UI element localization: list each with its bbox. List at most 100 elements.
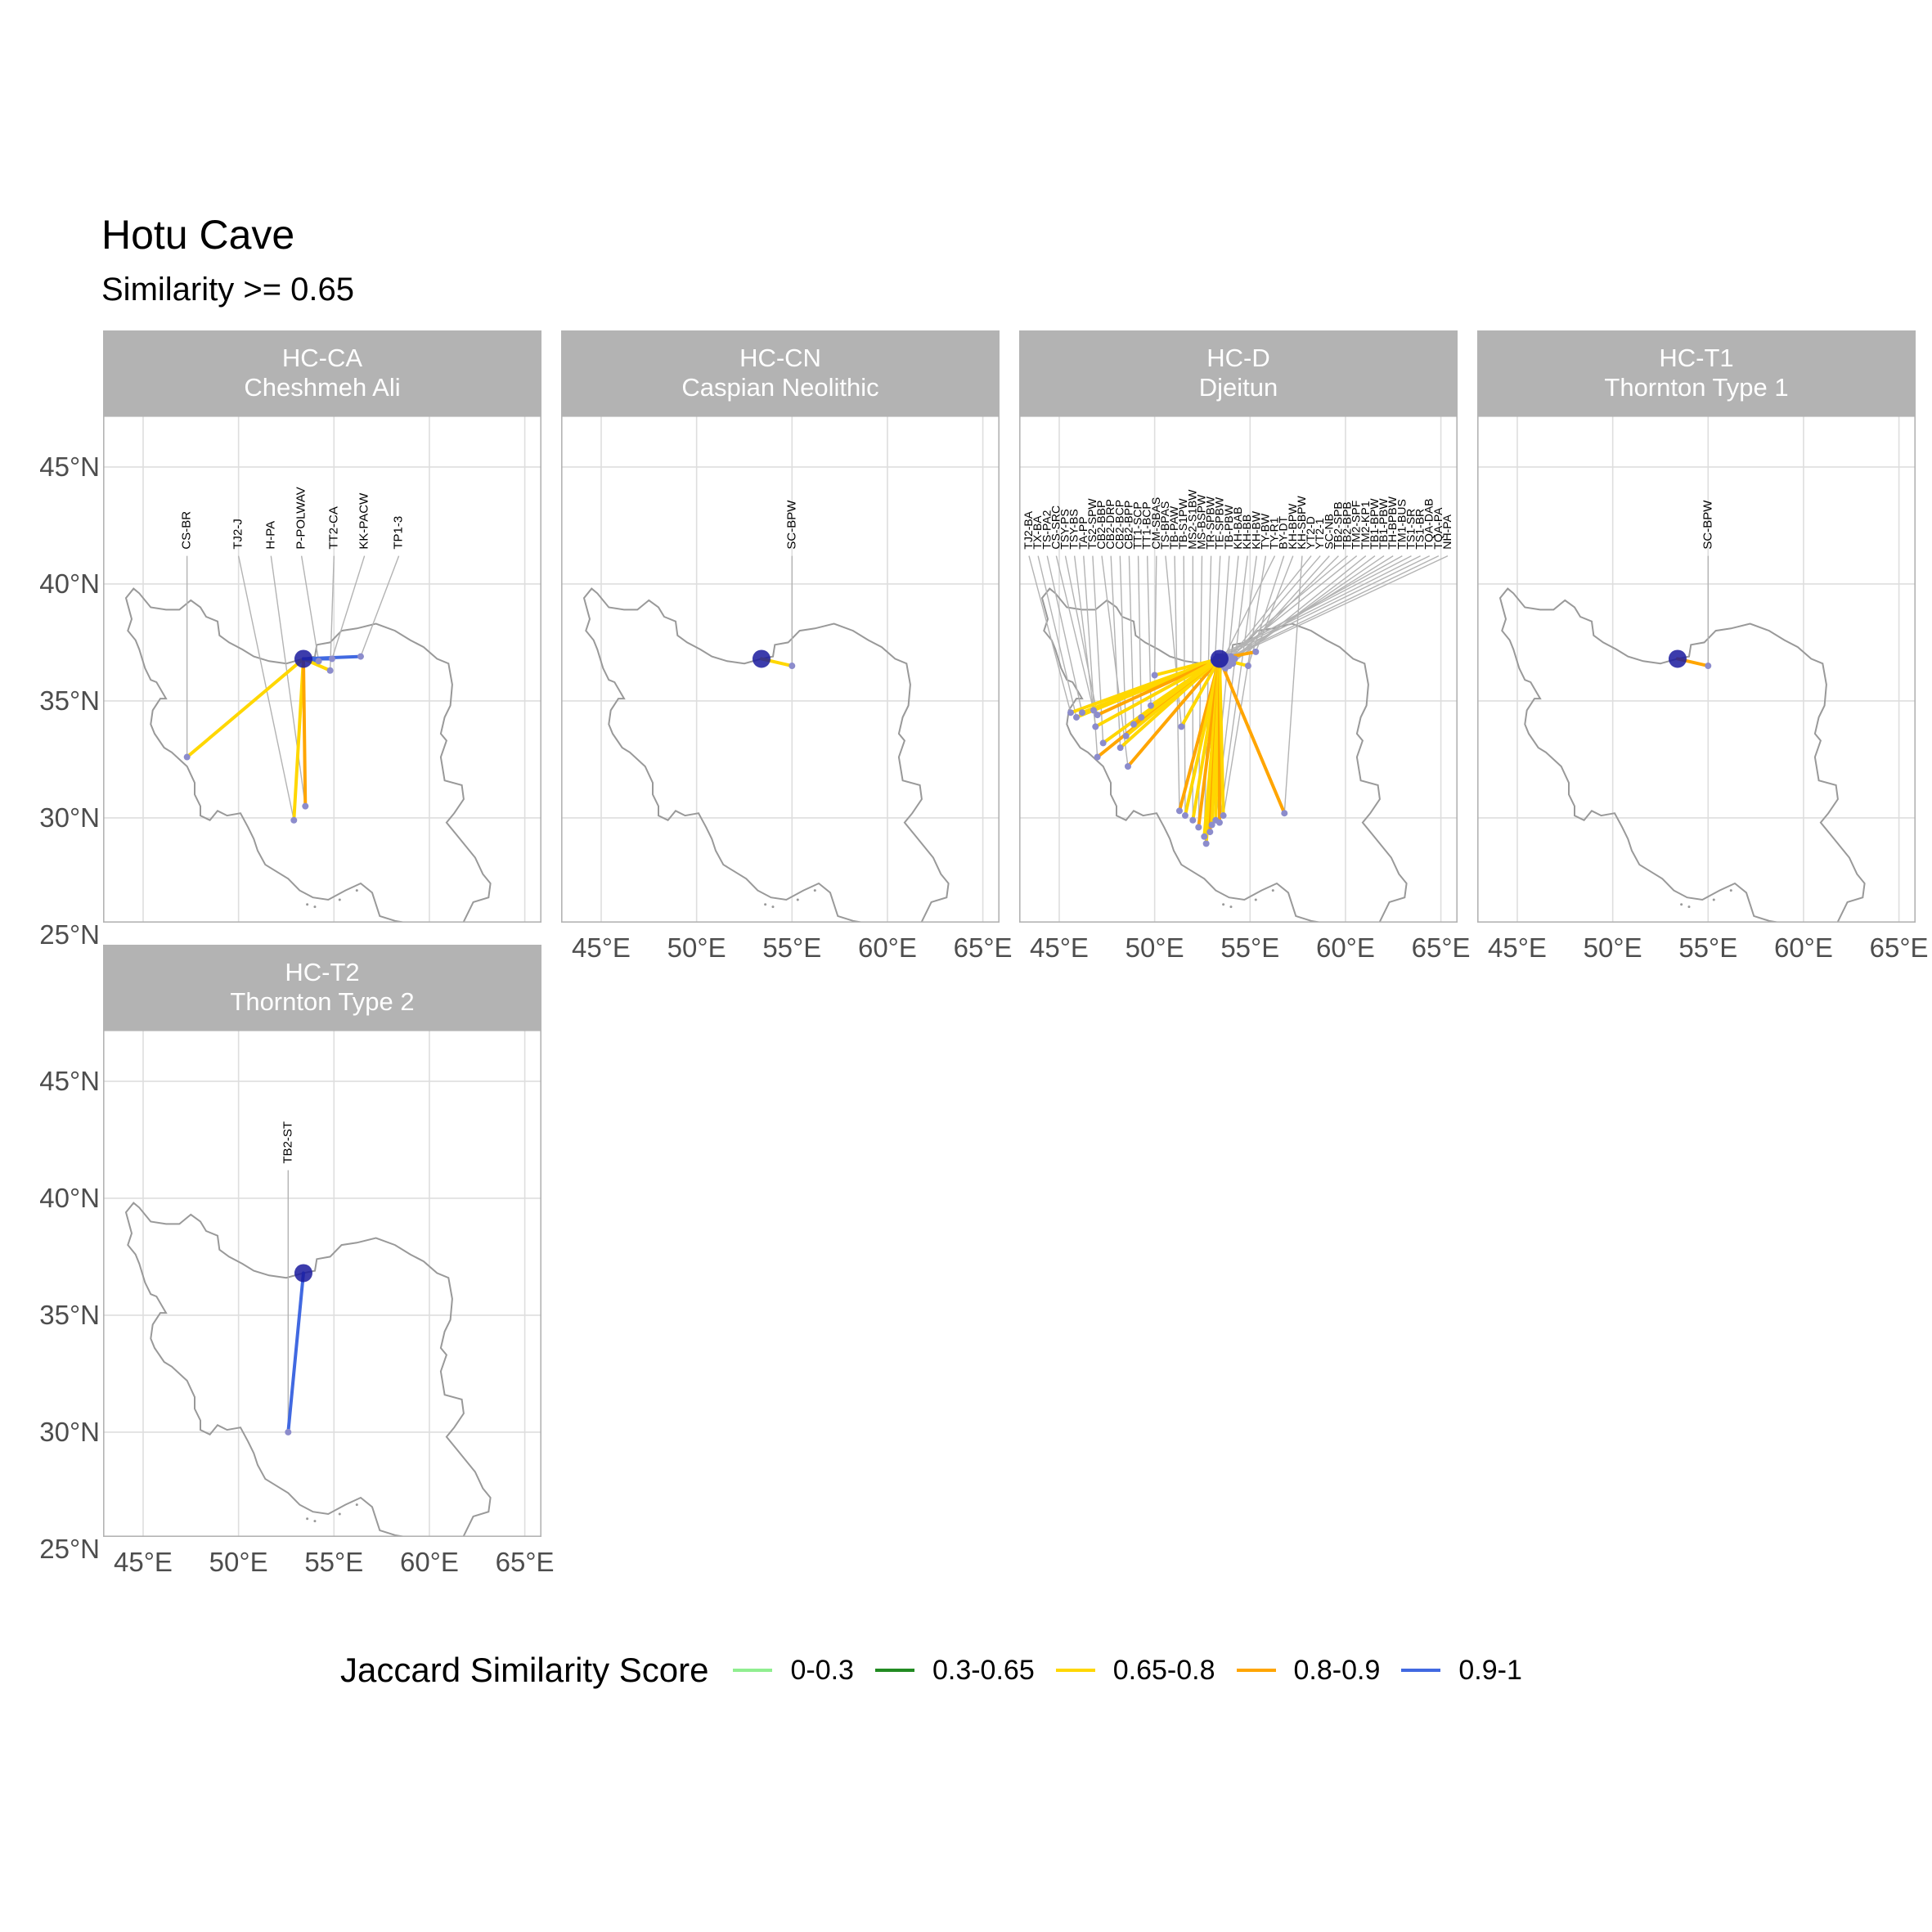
x-tick-label: 50°E [1125, 932, 1184, 963]
site-label: MS2-S1BW [1185, 489, 1198, 550]
panel-border [1477, 416, 1916, 923]
site-label: KH-BW [1249, 510, 1262, 549]
target-site-point [1208, 821, 1215, 829]
label-leader-line [1046, 555, 1083, 713]
legend-key-line [1401, 1669, 1441, 1672]
y-tick-label: 25°N [39, 1533, 100, 1564]
legend-key-line [1055, 1669, 1095, 1672]
site-label: TQA-DAB [1422, 498, 1436, 549]
map-svg: CS-BR TJ2-J H-PA P-POLWAV TT2-CA KK-PACW TP1-3 [103, 416, 541, 923]
target-site-point [789, 663, 796, 670]
label-leader-line [300, 555, 320, 662]
label-leader-line [1119, 555, 1127, 736]
target-site-point [1227, 653, 1234, 660]
island-dot [355, 889, 358, 892]
site-label: TSY-BS [1067, 509, 1081, 549]
similarity-link [292, 657, 305, 822]
map-svg: TJ2-BATX-BATS-PA2CS-SRCTSY-PSTSY-BSTA-PP… [1019, 416, 1458, 923]
label-leader-line [1215, 555, 1421, 660]
site-label: CS-SRC [1049, 505, 1062, 550]
similarity-link [1148, 657, 1221, 708]
site-label: TJ2-BA [1022, 510, 1035, 549]
x-tick-label: 60°E [399, 1547, 459, 1577]
label-leader-line [1128, 555, 1134, 725]
legend-key-line [733, 1669, 773, 1672]
label-leader-line [1217, 555, 1449, 664]
legend-label: 0.9-1 [1458, 1654, 1522, 1686]
island-dot [338, 1512, 341, 1516]
target-site-point [326, 667, 334, 674]
panel-border [103, 416, 541, 923]
site-label: TH-BPBW [1386, 496, 1399, 549]
label-leader-line [1247, 555, 1285, 667]
facet-plot-area: SC-BPW [1477, 416, 1916, 923]
site-label: SC-BPW [1701, 500, 1714, 550]
site-label: TQA-PA [1431, 507, 1445, 550]
label-leader-line [1220, 555, 1403, 658]
site-label: TT1-SCP [1131, 501, 1144, 549]
site-label: SC-NB [1322, 514, 1335, 550]
island-dot [306, 903, 309, 906]
target-site-point [1195, 824, 1202, 831]
label-leader-line [1219, 555, 1257, 823]
label-leader-line [1165, 555, 1183, 727]
source-site-point [294, 649, 312, 668]
target-site-point [285, 1428, 292, 1436]
island-dot [771, 905, 775, 909]
x-tick-label: 45°E [114, 1547, 173, 1577]
island-dot [306, 1517, 309, 1521]
target-site-point [290, 816, 298, 824]
target-site-point [1244, 663, 1251, 670]
island-dot [1712, 898, 1715, 901]
site-label: CB2-BCP [1112, 500, 1126, 550]
island-dot [764, 903, 767, 906]
site-label: CS-BR [180, 511, 194, 550]
site-label: CB2-BBP [1094, 501, 1108, 550]
site-label: KH-SBPW [1295, 495, 1308, 549]
similarity-link [1126, 657, 1221, 768]
x-tick-label: 55°E [304, 1547, 364, 1577]
source-site-point [1668, 649, 1687, 668]
facet-plot-area: CS-BR TJ2-J H-PA P-POLWAV TT2-CA KK-PACW TP1-3 [103, 416, 541, 923]
label-leader-line [1217, 555, 1412, 658]
iran-outline [1498, 587, 1866, 923]
legend-item: 0.9-1 [1401, 1655, 1522, 1687]
legend: Jaccard Similarity Score 0-0.3 0.3-0.65 0.… [340, 1646, 1543, 1695]
target-site-point [1072, 713, 1080, 721]
island-dot [1680, 903, 1683, 906]
panel-border [103, 1030, 541, 1537]
facet-name: Thornton Type 2 [230, 987, 415, 1016]
site-label: TS-PA2 [1040, 510, 1053, 549]
panel-border [1019, 416, 1458, 923]
target-site-point [1178, 723, 1185, 730]
site-label: TS1-SR [1404, 509, 1417, 550]
x-tick-label: 60°E [1773, 932, 1833, 963]
label-leader-line [329, 555, 335, 671]
source-site-point [752, 649, 771, 668]
site-label: TB2-ST [281, 1121, 294, 1164]
site-label: SC-BPW [784, 500, 798, 550]
y-tick-label: 40°N [39, 568, 100, 599]
facet-code: HC-T2 [285, 958, 360, 986]
target-site-point [1094, 712, 1101, 719]
label-leader-line [1146, 555, 1152, 706]
island-dot [313, 1520, 317, 1523]
x-tick-label: 50°E [209, 1547, 268, 1577]
facet-name: Caspian Neolithic [681, 373, 879, 402]
site-label: MS-BSPW [1194, 494, 1207, 550]
site-label: TB1-BPW [1368, 498, 1381, 550]
facet-code: HC-CN [739, 344, 821, 372]
island-dot [1229, 905, 1233, 909]
label-leader-line [1055, 555, 1094, 711]
legend-label: 0.8-0.9 [1293, 1654, 1381, 1686]
similarity-link [1094, 657, 1221, 729]
x-tick-label: 60°E [1315, 932, 1375, 963]
site-label: TR-SPBW [1204, 496, 1217, 549]
label-leader-line [1101, 555, 1129, 767]
legend-label: 0-0.3 [790, 1654, 854, 1686]
legend-key-line [1236, 1669, 1276, 1672]
target-site-point [1117, 744, 1124, 752]
site-label: TB2-BPB [1341, 501, 1354, 549]
similarity-link [1152, 657, 1221, 677]
facet-plot-area: TJ2-BA TX-BA TS-PA2 CS-SRC TSY-PS TSY-BS TA-PP… [1019, 416, 1458, 923]
